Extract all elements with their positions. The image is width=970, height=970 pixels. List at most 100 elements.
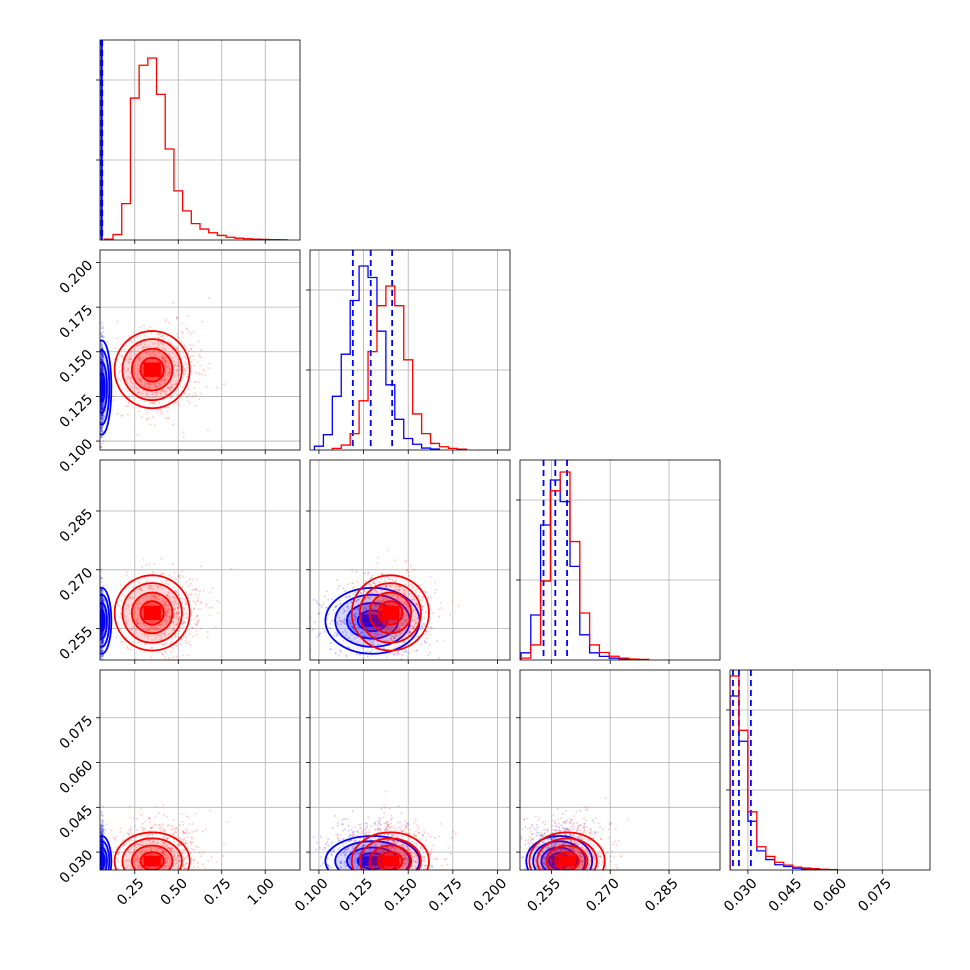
scatter-point-red [334,652,337,655]
scatter-point-red [413,615,416,618]
scatter-point-red [154,346,157,349]
scatter-point-blue [401,617,404,620]
scatter-point-blue [100,635,103,638]
scatter-point-blue [380,589,383,592]
scatter-point-blue [100,403,103,406]
scatter-point-blue [100,848,103,851]
scatter-point-red [197,372,200,375]
scatter-point-blue [100,377,103,380]
scatter-point-blue [100,403,103,406]
scatter-point-blue [100,364,103,366]
scatter-point-blue [393,653,396,656]
scatter-point-red [391,578,394,581]
scatter-point-red [165,623,167,625]
scatter-point-red [377,622,380,625]
scatter-point-blue [101,837,104,840]
contour-blue [100,609,106,632]
scatter-point-red [153,402,156,405]
scatter-point-blue [101,875,103,877]
scatter-point-blue [339,650,342,653]
scatter-point-red [177,636,180,638]
scatter-point-blue [100,634,103,637]
scatter-point-red [154,878,156,880]
contour-red [121,582,183,644]
scatter-point-red [165,318,168,321]
scatter-point-red [172,620,175,623]
scatter-point-blue [101,607,103,610]
scatter-point-blue [100,627,103,630]
scatter-point-blue [386,625,389,628]
scatter-point-red [136,858,139,861]
scatter-point-blue [100,832,103,835]
scatter-point-red [150,646,153,649]
scatter-point-red [203,368,206,371]
scatter-point-red [216,600,219,602]
scatter-point-blue [321,606,324,609]
scatter-point-blue [101,658,104,660]
scatter-point-blue [353,613,356,616]
scatter-point-red [353,650,356,653]
scatter-point-red [174,363,177,366]
scatter-point-red [392,594,395,597]
scatter-point-blue [408,631,411,634]
scatter-point-red [185,328,188,331]
scatter-point-red [186,314,189,317]
scatter-point-red [393,580,396,583]
scatter-point-red [142,622,145,625]
scatter-point-red [164,635,167,638]
panel-grid [520,460,720,660]
scatter-point-blue [100,397,103,400]
scatter-point-red [129,358,132,361]
scatter-point-red [147,584,150,587]
scatter-point-blue [355,617,358,620]
scatter-point-red [179,859,182,862]
scatter-point-red [405,620,407,623]
scatter-point-blue [373,661,375,663]
scatter-point-red [367,620,370,623]
scatter-point-blue [347,594,350,597]
scatter-point-red [198,373,201,376]
scatter-point-red [147,628,150,631]
scatter-point-blue [99,878,101,880]
scatter-point-red [196,620,199,623]
scatter-point-red [165,864,168,867]
scatter-point-red [173,613,176,616]
scatter-point-red [369,583,372,586]
scatter-point-red [188,402,191,405]
scatter-point-blue [423,625,426,627]
scatter-point-red [165,642,168,645]
scatter-point-blue [100,647,103,650]
scatter-point-red [215,386,218,389]
scatter-point-red [134,345,137,348]
scatter-point-red [174,578,177,580]
scatter-point-red [183,849,186,852]
scatter-point-red [401,604,404,606]
scatter-point-red [105,593,108,596]
scatter-point-red [154,639,157,641]
scatter-point-red [169,862,172,865]
scatter-point-red [175,402,177,405]
scatter-point-red [373,613,375,616]
scatter-point-red [159,391,162,394]
scatter-point-red [379,637,382,640]
scatter-point-red [355,616,358,618]
scatter-point-red [157,344,160,347]
scatter-point-red [392,598,395,601]
scatter-point-blue [100,364,103,367]
scatter-point-red [365,626,368,629]
scatter-point-red [163,377,166,380]
scatter-point-red [138,622,141,625]
density-peak-blue [100,856,104,866]
scatter-point-red [174,601,177,604]
scatter-point-red [403,589,406,592]
scatter-point-blue [100,655,103,658]
scatter-point-red [371,629,374,632]
scatter-point-red [167,657,170,659]
scatter-point-red [160,341,163,344]
scatter-point-blue [100,881,102,883]
scatter-point-blue [325,590,328,593]
scatter-point-red [120,414,123,417]
scatter-point-blue [100,631,103,634]
scatter-point-red [414,589,417,592]
scatter-point-red [125,859,128,862]
